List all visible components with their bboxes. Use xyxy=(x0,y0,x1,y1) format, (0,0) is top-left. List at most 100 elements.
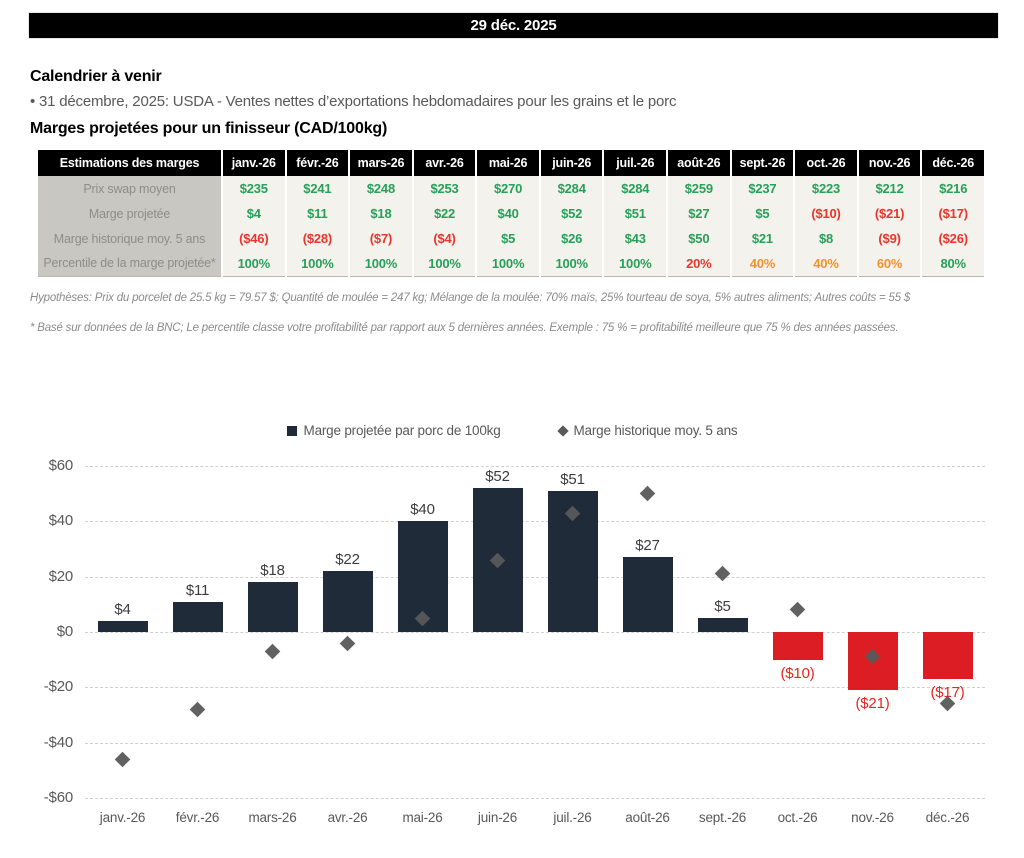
value-cell: ($17) xyxy=(921,201,986,226)
value-cell: $253 xyxy=(412,176,478,201)
bar-value-label: $40 xyxy=(410,501,435,519)
bar-value-label: $52 xyxy=(485,468,510,486)
value-cell: $248 xyxy=(349,176,414,201)
calendar-title: Calendrier à venir xyxy=(30,68,162,85)
bar-swatch-icon xyxy=(286,425,297,436)
value-cell: ($26) xyxy=(921,226,986,251)
historic-margin-marker xyxy=(339,635,356,651)
table-corner-header: Estimations des marges xyxy=(38,150,223,176)
value-cell: $5 xyxy=(730,201,796,226)
bar-value-label: $27 xyxy=(635,537,660,555)
bar-oct.-26 xyxy=(772,632,823,660)
gridline xyxy=(85,576,985,578)
assumptions-note: Hypothèses: Prix du porcelet de 25.5 kg … xyxy=(30,292,911,304)
value-cell: $235 xyxy=(222,176,287,201)
value-cell: $237 xyxy=(730,176,796,201)
table-row: Marge projetée $4 $11 $18 $22 $40 $52 $51 $27 $5(… xyxy=(38,201,986,226)
bar-value-label: $22 xyxy=(335,551,360,569)
y-axis-tick-label: $0 xyxy=(56,623,73,640)
gridline xyxy=(85,742,985,744)
table-row: Percentile de la marge projetée* 100% 100%… xyxy=(38,251,986,276)
month-header: juin-26 xyxy=(539,150,605,176)
gridline xyxy=(85,632,985,633)
value-cell: $51 xyxy=(603,201,669,226)
value-cell: 100% xyxy=(603,251,669,276)
x-axis-tick-label: oct.-26 xyxy=(777,810,818,825)
bar-sept.-26 xyxy=(697,618,748,632)
bar-value-label: $5 xyxy=(714,598,731,616)
value-cell: 80% xyxy=(921,251,986,276)
percentile-note: * Basé sur données de la BNC; Le percent… xyxy=(30,322,899,334)
diamond-swatch-icon xyxy=(556,424,569,437)
month-header: oct.-26 xyxy=(794,150,859,176)
value-cell: $21 xyxy=(730,226,796,251)
y-axis-tick-label: $40 xyxy=(48,512,74,530)
bar-value-label: ($21) xyxy=(855,695,890,713)
value-cell: $241 xyxy=(285,176,351,201)
month-header: févr.-26 xyxy=(285,150,351,176)
bar-janv.-26 xyxy=(97,620,148,632)
bar-value-label: $4 xyxy=(114,600,131,618)
value-cell: ($21) xyxy=(857,201,923,226)
table-header-row: Estimations des marges janv.-26 févr.-26 ma… xyxy=(38,150,986,176)
value-cell: $52 xyxy=(539,201,605,226)
row-label: Percentile de la marge projetée* xyxy=(38,251,223,276)
bar-avr.-26 xyxy=(322,571,373,632)
historic-margin-marker xyxy=(189,701,206,718)
x-axis-tick-label: juil.-26 xyxy=(553,810,592,825)
bar-déc.-26 xyxy=(922,632,973,680)
calendar-item: • 31 décembre, 2025: USDA - Ventes nette… xyxy=(30,93,677,110)
value-cell: $26 xyxy=(539,226,605,251)
historic-margin-marker xyxy=(789,602,806,618)
x-axis-tick-label: déc.-26 xyxy=(925,810,970,825)
x-axis-tick-label: mai-26 xyxy=(402,810,443,825)
historic-margin-marker xyxy=(714,566,731,582)
value-cell: ($10) xyxy=(794,201,859,226)
value-cell: $50 xyxy=(667,226,732,251)
marker-legend-label: Marge historique moy. 5 ans xyxy=(573,423,738,438)
value-cell: 100% xyxy=(539,251,605,276)
bar-legend-label: Marge projetée par porc de 100kg xyxy=(303,423,501,438)
x-axis-tick-label: août-26 xyxy=(625,810,670,825)
month-header: avr.-26 xyxy=(412,150,478,176)
y-axis-tick-label: $20 xyxy=(48,567,74,585)
month-header: janv.-26 xyxy=(222,150,287,176)
month-header: déc.-26 xyxy=(921,150,986,176)
bar-févr.-26 xyxy=(172,601,223,632)
margins-title: Marges projetées pour un finisseur (CAD/… xyxy=(30,120,388,137)
historic-margin-marker xyxy=(264,643,281,660)
value-cell: 100% xyxy=(285,251,351,276)
chart-legend: Marge projetée par porc de 100kg Marge h… xyxy=(0,423,1024,438)
value-cell: $40 xyxy=(476,201,541,226)
value-cell: 40% xyxy=(794,251,859,276)
y-axis-tick-label: $60 xyxy=(48,457,74,474)
value-cell: $8 xyxy=(794,226,859,251)
value-cell: $284 xyxy=(539,176,605,201)
value-cell: 100% xyxy=(222,251,287,276)
margins-chart: Marge projetée par porc de 100kg Marge h… xyxy=(0,415,1024,858)
historic-margin-marker xyxy=(639,485,656,502)
month-header: nov.-26 xyxy=(857,150,923,176)
value-cell: $43 xyxy=(603,226,669,251)
value-cell: $259 xyxy=(667,176,732,201)
value-cell: ($46) xyxy=(222,226,287,251)
bar-value-label: $11 xyxy=(185,581,210,599)
row-label: Marge historique moy. 5 ans xyxy=(38,226,223,251)
value-cell: 100% xyxy=(349,251,414,276)
value-cell: ($4) xyxy=(412,226,478,251)
value-cell: $5 xyxy=(476,226,541,251)
month-header: sept.-26 xyxy=(730,150,796,176)
value-cell: $18 xyxy=(349,201,414,226)
value-cell: $11 xyxy=(285,201,351,226)
bar-value-label: $51 xyxy=(560,470,585,488)
value-cell: 60% xyxy=(857,251,923,276)
x-axis-tick-label: nov.-26 xyxy=(851,810,894,825)
x-axis-tick-label: févr.-26 xyxy=(175,810,220,825)
plot-area: $60 $40 $20 $0 -$20 -$40 -$60 $4 janv.-26 $11 févr… xyxy=(44,457,985,825)
row-label: Prix swap moyen xyxy=(38,176,223,201)
bar-value-label: ($10) xyxy=(780,664,815,682)
x-axis-tick-label: sept.-26 xyxy=(698,810,747,825)
x-axis-tick-label: janv.-26 xyxy=(99,810,146,825)
month-header: août-26 xyxy=(667,150,732,176)
